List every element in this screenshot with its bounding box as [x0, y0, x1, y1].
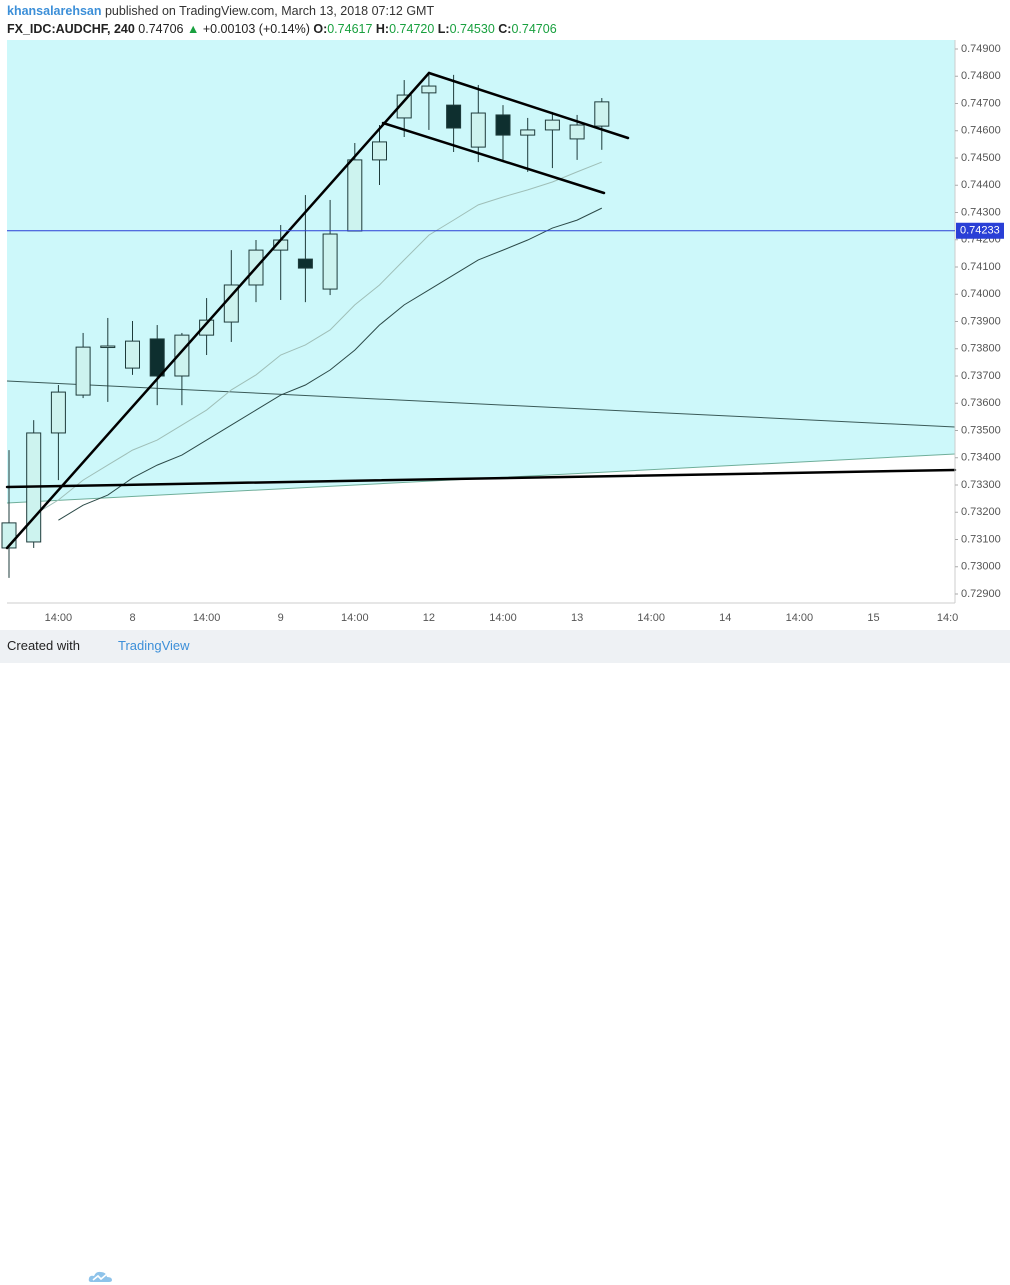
brand[interactable]: TradingView	[118, 638, 190, 653]
ohlc-label: H:	[375, 22, 390, 36]
y-tick-label: 0.74900	[961, 43, 1001, 55]
shaded-zone	[7, 40, 955, 503]
footer: Created with TradingView	[0, 630, 1010, 1282]
ohlc-value: 0.74617	[327, 22, 373, 36]
support-line	[5, 468, 957, 489]
candle-body	[544, 119, 560, 131]
flag-pole	[5, 71, 431, 550]
y-tick-label: 0.73600	[961, 397, 1001, 409]
change-arrow: ▲	[186, 22, 200, 36]
x-tick-label: 14:00	[45, 612, 73, 624]
ohlc-value: 0.74530	[449, 22, 495, 36]
flag-top	[427, 71, 630, 140]
created-with: Created with	[7, 638, 80, 653]
candle-body	[199, 319, 215, 336]
price-label-bg	[956, 222, 1004, 239]
candle-body	[347, 159, 363, 232]
candle-body	[594, 101, 610, 127]
candle-body	[322, 233, 338, 290]
candle-body	[372, 141, 387, 161]
ohlc: O:0.74617 H:0.74720 L:0.74530 C:0.74706	[313, 22, 556, 36]
flag-bottom	[381, 121, 606, 195]
y-tick-label: 0.73500	[961, 424, 1001, 436]
drawings	[5, 71, 957, 550]
y-tick-label: 0.73100	[961, 533, 1001, 545]
moving-average	[33, 161, 602, 516]
candle-body	[396, 94, 412, 119]
logo[interactable]	[88, 1269, 114, 1285]
published: published on TradingView.com, March 13, …	[104, 4, 435, 18]
y-tick-label: 0.74700	[961, 97, 1001, 109]
y-tick-label: 0.74000	[961, 288, 1001, 300]
candle-body	[495, 114, 511, 136]
candle-body	[125, 340, 140, 369]
x-tick-label: 15	[867, 612, 879, 624]
symbol-line: FX_IDC:AUDCHF, 240 0.74706 ▲ +0.00103 (+…	[7, 22, 557, 36]
ohlc-label: C:	[498, 22, 512, 36]
candle-body	[520, 129, 536, 136]
header-line: khansalarehsan published on TradingView.…	[7, 4, 434, 18]
y-tick-label: 0.74400	[961, 179, 1001, 191]
x-tick-label: 14:00	[637, 612, 665, 624]
x-tick-label: 14	[719, 612, 731, 624]
y-tick-label: 0.73200	[961, 506, 1001, 518]
ohlc-label: L:	[437, 22, 450, 36]
x-tick-label: 14:0	[937, 612, 958, 624]
y-tick-label: 0.74100	[961, 261, 1001, 273]
candle-body	[149, 338, 165, 377]
y-tick-label: 0.73900	[961, 315, 1001, 327]
y-tick-label: 0.74600	[961, 125, 1001, 137]
last-price: 0.74706	[138, 22, 184, 36]
y-tick-label: 0.72900	[961, 588, 1001, 600]
x-tick-label: 9	[278, 612, 284, 624]
chart: 0.74900 0.74800 0.74700 0.74600 0.74500 0.744…	[1, 40, 1004, 624]
candle-body	[446, 104, 462, 129]
symbol: FX_IDC:AUDCHF, 240	[7, 22, 135, 36]
candle-body	[75, 346, 91, 396]
y-tick-label: 0.73000	[961, 561, 1001, 573]
y-tick-label: 0.74300	[961, 206, 1001, 218]
candle-body	[470, 112, 486, 148]
author[interactable]: khansalarehsan	[7, 4, 102, 18]
x-tick-label: 8	[129, 612, 135, 624]
change: +0.00103 (+0.14%)	[202, 22, 310, 36]
y-tick-label: 0.73800	[961, 343, 1001, 355]
price-label: 0.74233	[960, 225, 1000, 237]
y-tick-label: 0.73300	[961, 479, 1001, 491]
x-tick-label: 13	[571, 612, 583, 624]
x-tick-label: 14:00	[786, 612, 814, 624]
x-tick-label: 14:00	[341, 612, 369, 624]
candle-body	[421, 85, 437, 94]
y-tick-label: 0.74800	[961, 70, 1001, 82]
x-tick-label: 14:00	[193, 612, 221, 624]
x-tick-label: 12	[423, 612, 435, 624]
y-tick-label: 0.73400	[961, 452, 1001, 464]
ohlc-value: 0.74720	[389, 22, 435, 36]
candle-body	[297, 258, 313, 269]
trend-line	[6, 380, 956, 428]
x-tick-label: 14:00	[489, 612, 517, 624]
ohlc-label: O:	[313, 22, 328, 36]
y-tick-label: 0.73700	[961, 370, 1001, 382]
candle-body	[569, 124, 585, 140]
candle-body	[100, 345, 116, 349]
candle-body	[50, 391, 66, 434]
y-tick-label: 0.74500	[961, 152, 1001, 164]
page: khansalarehsan published on TradingView.…	[0, 4, 1010, 1282]
ohlc-value: 0.74706	[511, 22, 557, 36]
logo-cloud	[88, 1271, 112, 1282]
moving-average	[58, 207, 603, 521]
